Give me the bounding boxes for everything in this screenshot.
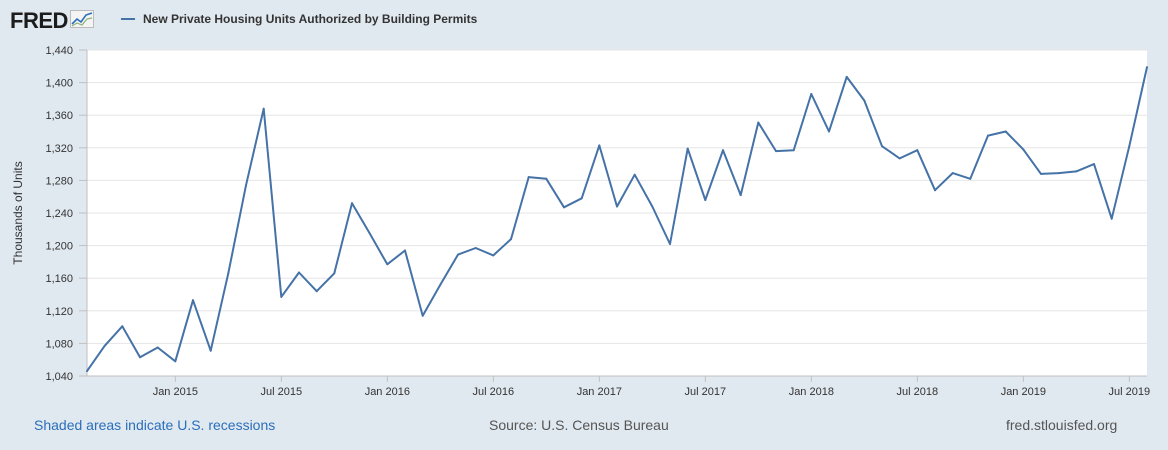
x-tick-label: Jan 2018 [789,386,834,398]
data-point[interactable] [792,149,795,152]
data-point[interactable] [103,344,106,347]
chart-legend: New Private Housing Units Authorized by … [121,12,477,26]
y-tick-label: 1,120 [45,306,73,318]
data-point[interactable] [881,145,883,148]
data-point[interactable] [598,144,601,147]
data-point[interactable] [368,232,371,235]
data-point[interactable] [616,205,618,208]
data-point[interactable] [333,272,336,275]
chart-trend-icon [69,9,94,33]
y-tick-label: 1,280 [45,175,73,187]
legend-series-label: New Private Housing Units Authorized by … [143,12,478,26]
data-point[interactable] [174,360,177,363]
y-axis-label: Thousands of Units [11,161,25,264]
y-tick-label: 1,400 [45,78,73,90]
y-tick-label: 1,320 [45,143,73,155]
data-point[interactable] [492,254,495,257]
x-tick-label: Jan 2019 [1001,386,1046,398]
y-tick-label: 1,160 [45,273,73,285]
data-point[interactable] [457,253,459,256]
data-point[interactable] [86,370,88,373]
data-point[interactable] [192,299,194,302]
y-axis-ticks: 1,040 1,080 1,120 1,160 1,200 1,240 1,280 1,320… [45,45,87,383]
fred-logo-text: FRED [10,8,68,33]
data-point[interactable] [351,202,353,205]
data-point[interactable] [262,107,265,110]
data-point[interactable] [987,134,989,137]
data-point[interactable] [280,295,283,298]
data-point[interactable] [1146,66,1148,69]
data-point[interactable] [404,249,406,252]
data-point[interactable] [1057,172,1060,175]
data-point[interactable] [315,290,318,293]
data-point[interactable] [898,157,901,160]
data-point[interactable] [633,173,636,176]
data-point[interactable] [386,263,389,266]
y-tick-label: 1,360 [45,110,73,122]
data-point[interactable] [863,99,866,102]
data-point[interactable] [1110,217,1113,220]
legend-swatch [121,18,135,20]
data-point[interactable] [686,147,689,150]
data-point[interactable] [121,325,124,328]
x-tick-label: Jul 2017 [685,386,727,398]
series-layer [86,66,1148,373]
y-tick-label: 1,040 [45,371,73,383]
data-point[interactable] [510,238,512,241]
data-point[interactable] [527,176,530,179]
y-tick-label: 1,240 [45,208,73,220]
data-point[interactable] [651,205,654,208]
data-point[interactable] [227,272,230,275]
data-point[interactable] [156,346,159,349]
source-text: Source: U.S. Census Bureau [489,417,669,433]
data-point[interactable] [1022,148,1025,151]
data-point[interactable] [669,243,671,245]
y-tick-label: 1,200 [45,241,73,253]
x-tick-label: Jul 2019 [1109,386,1151,398]
data-point[interactable] [722,149,724,152]
data-point[interactable] [1093,163,1095,166]
data-point[interactable] [775,150,777,153]
site-url: fred.stlouisfed.org [1006,417,1118,433]
data-point[interactable] [474,247,477,249]
data-point[interactable] [245,184,247,187]
data-point[interactable] [739,194,742,197]
data-point[interactable] [951,172,954,175]
y-tick-label: 1,080 [45,338,73,350]
data-point[interactable] [439,283,442,286]
data-point[interactable] [580,197,583,200]
x-tick-label: Jul 2018 [897,386,939,398]
data-point[interactable] [704,199,707,201]
data-point[interactable] [969,177,972,180]
data-point[interactable] [1004,130,1007,133]
data-point[interactable] [1128,145,1131,148]
data-point[interactable] [563,206,565,209]
data-point[interactable] [139,356,141,359]
data-point[interactable] [845,75,848,78]
data-point[interactable] [934,189,936,192]
x-tick-label: Jan 2017 [577,386,622,398]
data-point[interactable] [209,349,212,352]
x-axis-ticks: Jan 2015 Jul 2015 Jan 2016 Jul 2016 Jan 2017… [153,376,1150,398]
chart-header: FRED New Private Housing Units Authorize… [0,0,1168,40]
y-tick-label: 1,440 [45,45,73,57]
x-tick-label: Jul 2016 [473,386,515,398]
data-point[interactable] [298,271,300,274]
data-point[interactable] [1040,172,1042,175]
x-tick-label: Jan 2015 [153,386,198,398]
x-tick-label: Jul 2015 [261,386,303,398]
data-point[interactable] [757,121,760,124]
data-point[interactable] [810,93,813,95]
data-point[interactable] [828,130,830,133]
data-point[interactable] [421,314,424,317]
data-point[interactable] [545,177,548,180]
x-tick-label: Jan 2016 [365,386,410,398]
data-point[interactable] [1075,170,1078,173]
recession-note-link[interactable]: Shaded areas indicate U.S. recessions [34,417,276,433]
fred-logo[interactable]: FRED [10,8,94,34]
data-point[interactable] [916,149,919,152]
